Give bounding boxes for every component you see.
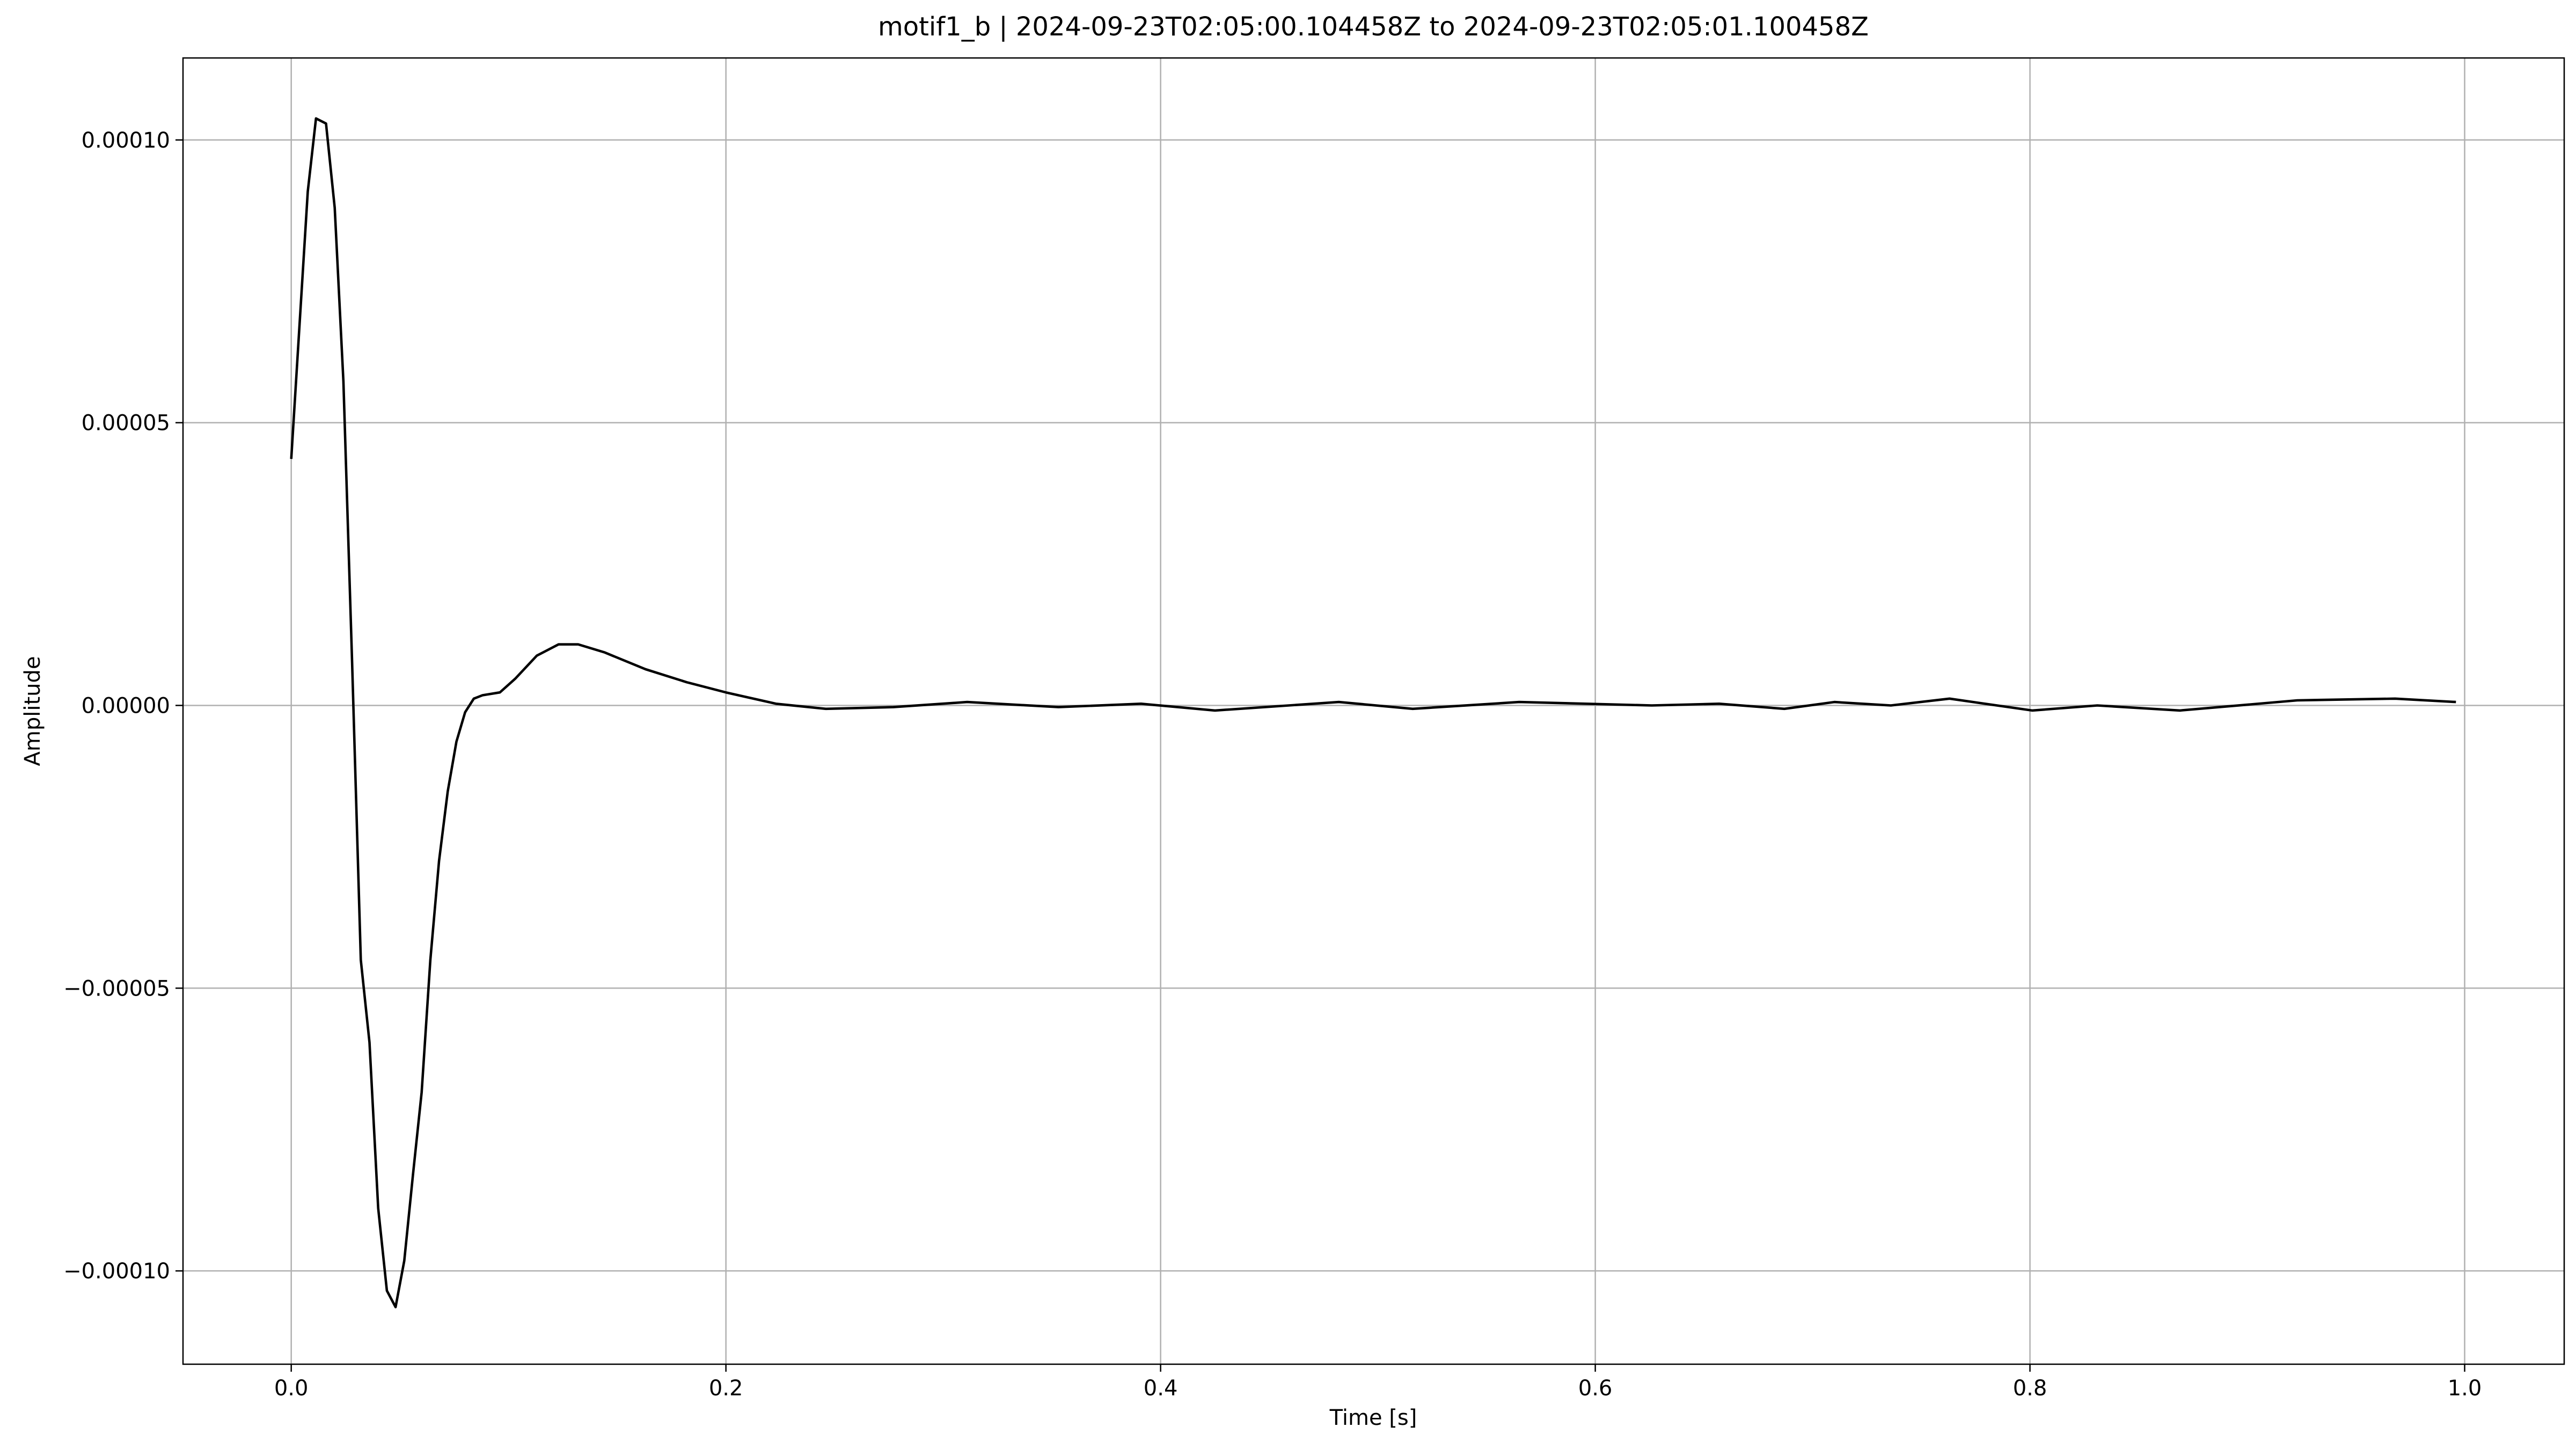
x-tick-label: 0.8 <box>2013 1376 2047 1401</box>
chart-title: motif1_b | 2024-09-23T02:05:00.104458Z t… <box>878 12 1869 42</box>
y-tick-label: 0.00010 <box>82 128 170 153</box>
y-tick-label: 0.00005 <box>82 411 170 436</box>
x-tick-label: 1.0 <box>2448 1376 2482 1401</box>
x-tick-label: 0.6 <box>1578 1376 1613 1401</box>
x-tick-label: 0.4 <box>1144 1376 1178 1401</box>
y-axis-label: Amplitude <box>20 656 45 766</box>
x-tick-label: 0.2 <box>709 1376 743 1401</box>
y-tick-label: −0.00010 <box>63 1259 170 1284</box>
x-tick-label: 0.0 <box>274 1376 309 1401</box>
y-tick-label: −0.00005 <box>63 976 170 1001</box>
y-tick-label: 0.00000 <box>82 693 170 718</box>
data-line <box>290 117 2456 1308</box>
x-axis-label: Time [s] <box>1329 1406 1417 1430</box>
plot-frame <box>182 57 2565 1365</box>
